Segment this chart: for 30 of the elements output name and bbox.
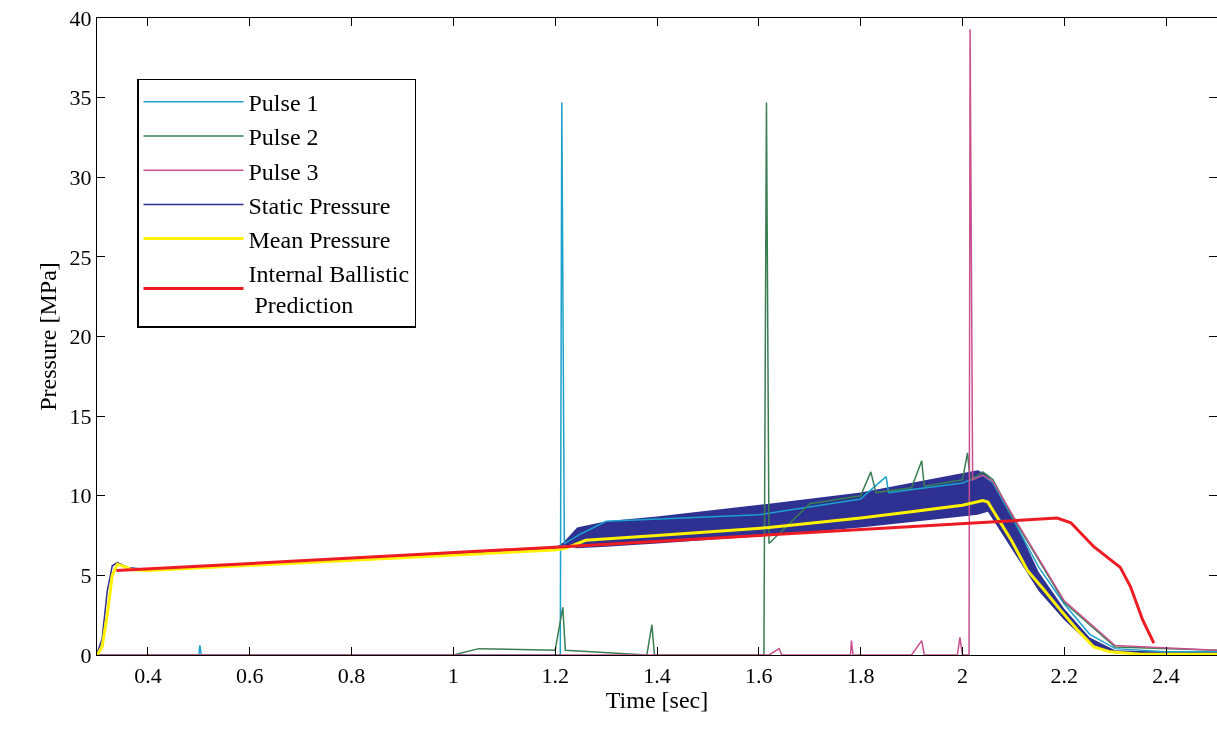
legend-label: Pulse 2 — [248, 124, 319, 151]
y-tick-label: 30 — [69, 164, 92, 190]
x-tick-label: 1.8 — [846, 662, 875, 688]
y-axis-title: Pressure [MPa] — [34, 262, 61, 411]
x-tick-label: 1.4 — [643, 662, 671, 688]
legend-label: Mean Pressure — [248, 226, 391, 253]
x-tick-label: 0.4 — [134, 662, 162, 688]
legend-label: Static Pressure — [248, 192, 391, 219]
x-tick-label: 2 — [956, 662, 968, 688]
x-tick-label: 1.2 — [541, 662, 569, 688]
y-tick-label: 40 — [69, 5, 92, 31]
legend-label: Pulse 3 — [248, 158, 319, 185]
x-axis-title: Time [sec] — [605, 687, 709, 714]
y-tick-label: 25 — [69, 244, 92, 270]
y-tick-label: 15 — [69, 403, 92, 429]
y-tick-label: 10 — [69, 483, 92, 509]
legend-label: Pulse 1 — [248, 90, 319, 117]
line-series — [97, 499, 1217, 655]
y-tick-label: 0 — [80, 642, 92, 668]
y-tick-label: 5 — [80, 563, 92, 589]
x-tick-label: 0.8 — [337, 662, 366, 688]
line-series — [114, 516, 1156, 645]
y-tick-label: 35 — [69, 85, 92, 111]
legend-label: Internal Ballistic Prediction — [248, 261, 410, 319]
x-tick-label: 1 — [447, 662, 459, 688]
x-tick-label: 1.6 — [745, 662, 773, 688]
y-tick-label: 20 — [69, 324, 92, 350]
x-tick-label: 2.4 — [1152, 662, 1180, 688]
x-tick-label: 0.6 — [235, 662, 264, 688]
x-tick-label: 2.2 — [1050, 662, 1079, 688]
